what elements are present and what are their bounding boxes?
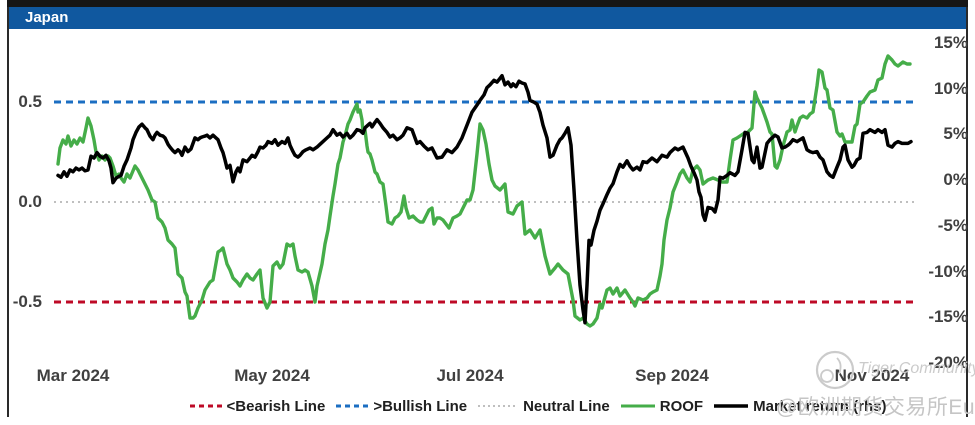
legend-item: ROOF: [620, 397, 704, 415]
legend-label: Neutral Line: [523, 397, 610, 415]
right-axis-tick: -5%: [937, 215, 968, 235]
series-market-return-rhs: [56, 73, 913, 325]
legend-swatch-icon: [620, 404, 655, 408]
legend-label: Market return (rhs): [753, 397, 887, 415]
right-axis-tick: -15%: [928, 307, 968, 327]
right-axis-tick: 0%: [943, 170, 968, 189]
legend-label: >Bullish Line: [373, 397, 468, 415]
x-axis-tick: Sep 2024: [635, 366, 709, 385]
right-axis-tick: -10%: [928, 261, 968, 281]
legend-swatch-icon: [478, 405, 519, 407]
x-axis-tick: Nov 2024: [834, 366, 910, 385]
legend-swatch-icon: [714, 404, 749, 408]
left-axis-tick: -0.5: [12, 292, 42, 311]
right-axis-tick: -20%: [928, 353, 968, 372]
legend-label: ROOF: [659, 397, 704, 415]
right-axis-tick: 5%: [943, 124, 968, 144]
left-axis-tick: 0.5: [18, 92, 42, 111]
x-axis-tick: Jul 2024: [436, 366, 504, 385]
legend-item: Neutral Line: [478, 398, 610, 415]
panel-top-border: [7, 0, 968, 7]
chart-title-bar: Japan: [9, 7, 966, 29]
panel-right-border: [966, 7, 968, 417]
legend-label: <Bearish Line: [226, 397, 326, 415]
x-axis-tick: May 2024: [234, 366, 310, 385]
legend-item: >Bullish Line: [336, 398, 467, 415]
panel-left-border: [7, 7, 9, 417]
chart-legend: <Bearish Line >Bullish Line Neutral Line RO…: [0, 395, 975, 417]
chart-title: Japan: [25, 9, 69, 26]
legend-swatch-icon: [336, 404, 369, 408]
right-axis-tick: 10%: [933, 78, 968, 98]
left-axis-tick: 0.0: [18, 192, 42, 211]
legend-item: <Bearish Line: [189, 397, 326, 415]
legend-swatch-icon: [189, 404, 222, 408]
legend-item: Market return (rhs): [714, 398, 886, 415]
right-axis-tick: 15%: [933, 32, 968, 52]
x-axis-tick: Mar 2024: [36, 366, 110, 385]
